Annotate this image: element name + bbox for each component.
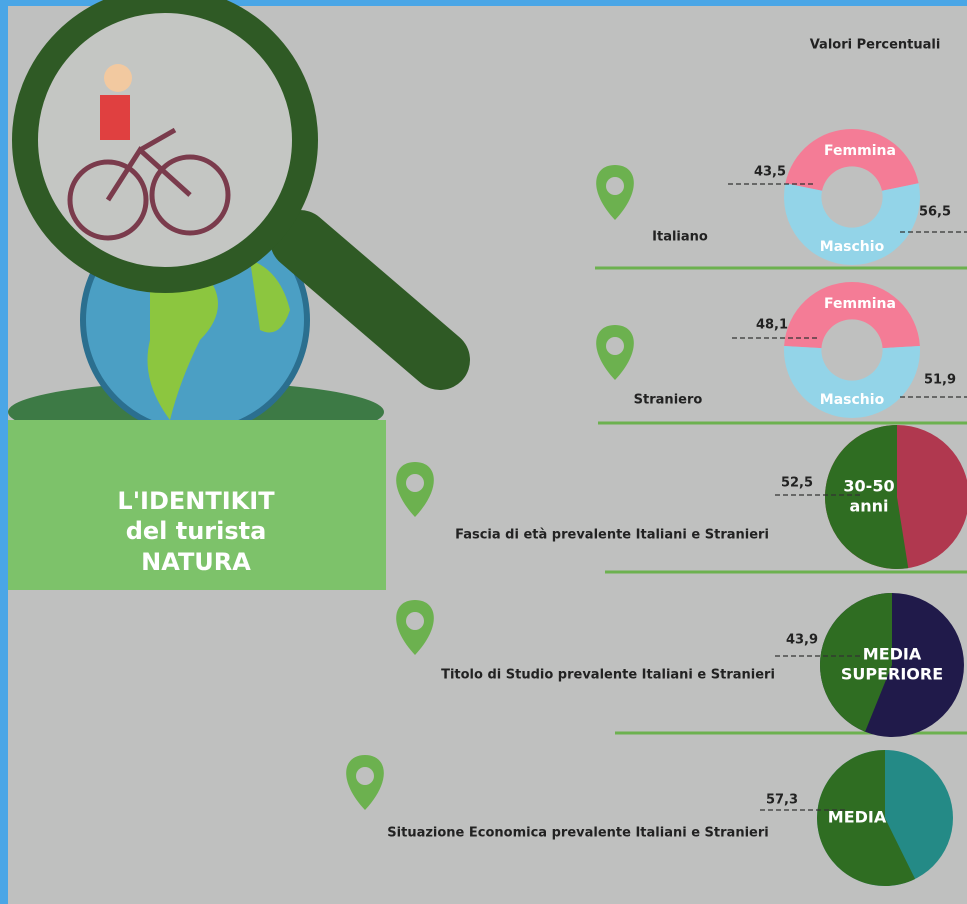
pie-label: SUPERIORE [841,665,943,684]
headline: NATURA [141,548,251,576]
headline: L'IDENTIKIT [117,487,275,515]
row-label: Situazione Economica prevalente Italiani… [387,826,768,841]
pie-label: 30-50 [843,477,894,496]
row-label: Fascia di età prevalente Italiani e Stra… [455,528,769,543]
value-label: 43,9 [786,633,818,648]
row-label: Italiano [652,230,708,245]
pin-hole [606,177,624,195]
headline: del turista [126,517,267,545]
value-label: 52,5 [781,476,813,491]
value-label: 51,9 [924,373,956,388]
magnifier-lens [25,0,305,280]
segment-name: Femmina [824,296,896,312]
row-label: Straniero [634,393,703,408]
value-label: 43,5 [754,165,786,180]
pin-hole [406,612,424,630]
pie-label: MEDIA [863,645,922,664]
row-label: Titolo di Studio prevalente Italiani e S… [441,668,775,683]
pin-hole [406,474,424,492]
segment-name: Maschio [820,239,885,255]
value-label: 57,3 [766,793,798,808]
note: Valori Percentuali [810,38,941,53]
rider [100,95,130,140]
segment-name: Femmina [824,143,896,159]
infographic: L'IDENTIKIT del turista NATURA Valori Pe… [0,0,967,904]
segment-name: Maschio [820,392,885,408]
value-label: 48,1 [756,318,788,333]
value-label: 56,5 [919,205,951,220]
pin-hole [356,767,374,785]
rider-head [104,64,132,92]
pin-hole [606,337,624,355]
pie-label: anni [849,497,888,516]
